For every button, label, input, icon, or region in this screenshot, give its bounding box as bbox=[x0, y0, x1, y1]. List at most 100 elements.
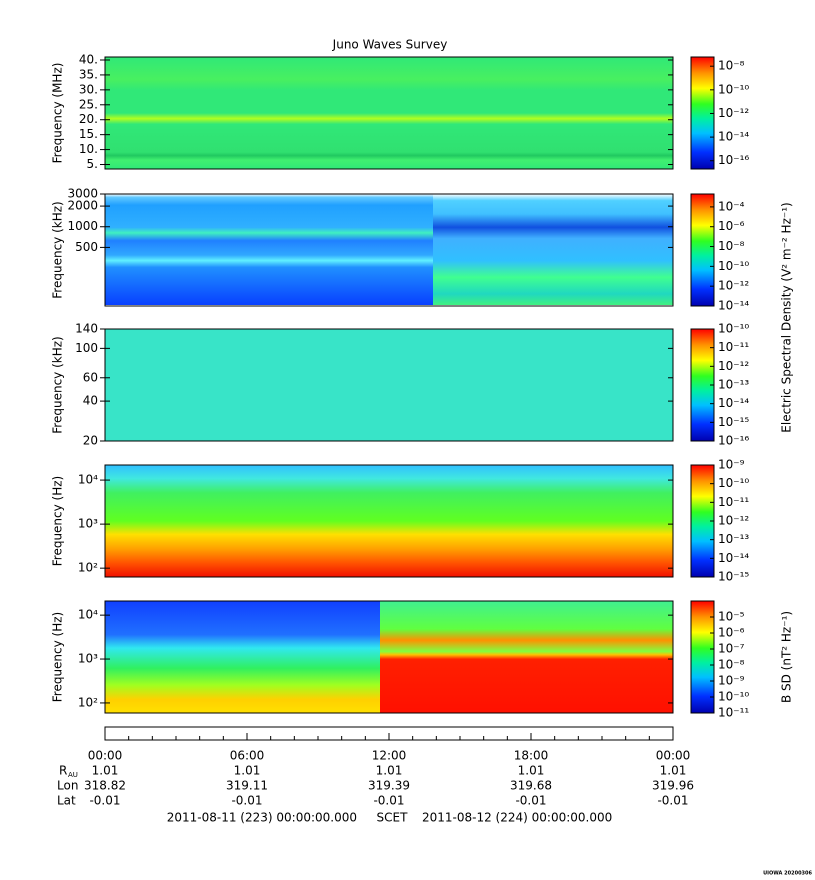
row-value: 1.01 bbox=[376, 764, 403, 778]
colorbar bbox=[690, 193, 715, 307]
y-tick-label: 10² bbox=[78, 561, 98, 575]
y-tick-label: 30. bbox=[79, 82, 98, 96]
y-tick-label: 60 bbox=[83, 370, 98, 384]
colorbar-tick-label: 10⁻¹⁰ bbox=[718, 259, 749, 273]
y-tick-label: 10. bbox=[79, 142, 98, 156]
row-value: -0.01 bbox=[515, 794, 546, 808]
row-value: 1.01 bbox=[518, 764, 545, 778]
row-value: 318.82 bbox=[84, 779, 126, 793]
colorbar-tick-label: 10⁻⁹ bbox=[718, 458, 745, 472]
time-frame: SCET bbox=[377, 811, 409, 825]
y-tick-label: 10³ bbox=[78, 517, 98, 531]
y-axis-label: Frequency (Hz) bbox=[51, 612, 65, 703]
row-value: -0.01 bbox=[89, 794, 120, 808]
colorbar-tick-label: 10⁻¹² bbox=[718, 359, 749, 373]
row-name: Lon bbox=[57, 779, 78, 793]
colorbar-tick-label: 10⁻¹⁴ bbox=[718, 130, 749, 144]
row-value: -0.01 bbox=[373, 794, 404, 808]
plot-frame bbox=[104, 600, 674, 714]
x-tick-label: 00:00 bbox=[88, 749, 123, 763]
colorbar-tick-label: 10⁻⁶ bbox=[718, 626, 745, 640]
x-tick-label: 18:00 bbox=[514, 749, 549, 763]
colorbar-tick-label: 10⁻¹⁶ bbox=[718, 434, 749, 448]
row-value: 319.68 bbox=[510, 779, 552, 793]
y-tick-label: 1000 bbox=[67, 219, 98, 233]
row-name-sub: AU bbox=[68, 771, 78, 779]
colorbar-tick-label: 10⁻¹⁰ bbox=[718, 476, 749, 490]
x-tick-label: 12:00 bbox=[372, 749, 407, 763]
colorbar-tick-label: 10⁻⁹ bbox=[718, 674, 745, 688]
y-tick-label: 500 bbox=[75, 240, 98, 254]
colorbar bbox=[690, 600, 715, 714]
x-tick-label: 06:00 bbox=[230, 749, 265, 763]
colorbar-tick-label: 10⁻⁸ bbox=[718, 239, 745, 253]
y-tick-label: 2000 bbox=[67, 199, 98, 213]
colorbar-tick-label: 10⁻¹¹ bbox=[718, 340, 749, 354]
colorbar-tick-label: 10⁻¹¹ bbox=[718, 706, 749, 720]
row-name: Lat bbox=[57, 794, 76, 808]
colorbar-tick-label: 10⁻⁸ bbox=[718, 59, 745, 73]
spectrogram bbox=[433, 194, 673, 305]
spectrogram bbox=[105, 194, 433, 305]
row-value: -0.01 bbox=[657, 794, 688, 808]
y-axis-label: Frequency (Hz) bbox=[51, 476, 65, 567]
row-value: 1.01 bbox=[660, 764, 687, 778]
colorbar-tick-label: 10⁻¹³ bbox=[718, 532, 749, 546]
colorbar-tick-label: 10⁻⁵ bbox=[718, 610, 745, 624]
plot-frame bbox=[104, 464, 674, 578]
row-value: 319.39 bbox=[368, 779, 410, 793]
colorbar-tick-label: 10⁻¹¹ bbox=[718, 495, 749, 509]
colorbar-tick-label: 10⁻¹² bbox=[718, 514, 749, 528]
colorbar-tick-label: 10⁻¹⁰ bbox=[718, 322, 749, 336]
end-time: 2011-08-12 (224) 00:00:00.000 bbox=[422, 811, 612, 825]
y-tick-label: 3000 bbox=[67, 187, 98, 201]
y-tick-label: 15. bbox=[79, 127, 98, 141]
colorbar-tick-label: 10⁻⁴ bbox=[718, 199, 745, 213]
heatmaps bbox=[105, 57, 673, 713]
y-tick-label: 140 bbox=[75, 322, 98, 336]
colorbar-tick-label: 10⁻¹⁴ bbox=[718, 551, 749, 565]
y-tick-label: 100 bbox=[75, 341, 98, 355]
colorbar-label: Electric Spectral Density (V² m⁻² Hz⁻¹) bbox=[780, 202, 794, 432]
credit: UIOWA 20200306 bbox=[763, 871, 812, 877]
y-tick-label: 5. bbox=[87, 157, 98, 171]
row-value: 1.01 bbox=[92, 764, 119, 778]
colorbar-tick-label: 10⁻¹⁵ bbox=[718, 415, 749, 429]
colorbar-tick-label: 10⁻⁶ bbox=[718, 219, 745, 233]
row-value: 1.01 bbox=[234, 764, 261, 778]
y-tick-label: 40 bbox=[83, 394, 98, 408]
spectrogram bbox=[105, 57, 673, 169]
row-value: -0.01 bbox=[231, 794, 262, 808]
spectrogram bbox=[105, 465, 673, 577]
y-axis-label: Frequency (kHz) bbox=[51, 336, 65, 433]
plot-frame bbox=[104, 193, 674, 307]
y-axis-label: Frequency (MHz) bbox=[51, 63, 65, 164]
colorbar-tick-label: 10⁻¹⁵ bbox=[718, 570, 749, 584]
y-tick-label: 10³ bbox=[78, 652, 98, 666]
plot-frame bbox=[104, 56, 674, 170]
y-tick-label: 10² bbox=[78, 695, 98, 709]
start-time: 2011-08-11 (223) 00:00:00.000 bbox=[167, 811, 357, 825]
y-tick-label: 25. bbox=[79, 97, 98, 111]
y-tick-label: 40. bbox=[79, 52, 98, 66]
colorbar-label: B SD (nT² Hz⁻¹) bbox=[780, 611, 794, 703]
colorbar-tick-label: 10⁻¹³ bbox=[718, 378, 749, 392]
row-name: R bbox=[59, 764, 67, 778]
spectrogram bbox=[105, 601, 380, 713]
y-axis-label: Frequency (kHz) bbox=[51, 201, 65, 298]
y-tick-label: 20 bbox=[83, 434, 98, 448]
chart-title: Juno Waves Survey bbox=[332, 38, 448, 52]
y-tick-label: 10⁴ bbox=[78, 608, 98, 622]
colorbar-tick-label: 10⁻¹⁰ bbox=[718, 690, 749, 704]
colorbar-tick-label: 10⁻¹⁰ bbox=[718, 82, 749, 96]
y-tick-label: 10⁴ bbox=[78, 473, 98, 487]
y-tick-label: 35. bbox=[79, 67, 98, 81]
colorbar-tick-label: 10⁻¹⁴ bbox=[718, 396, 749, 410]
row-value: 319.11 bbox=[226, 779, 268, 793]
colorbar-tick-label: 10⁻¹⁴ bbox=[718, 299, 749, 313]
row-value: 319.96 bbox=[652, 779, 694, 793]
spectrogram bbox=[380, 601, 673, 713]
colorbar-tick-label: 10⁻⁸ bbox=[718, 658, 745, 672]
x-tick-label: 00:00 bbox=[656, 749, 691, 763]
y-tick-label: 20. bbox=[79, 112, 98, 126]
